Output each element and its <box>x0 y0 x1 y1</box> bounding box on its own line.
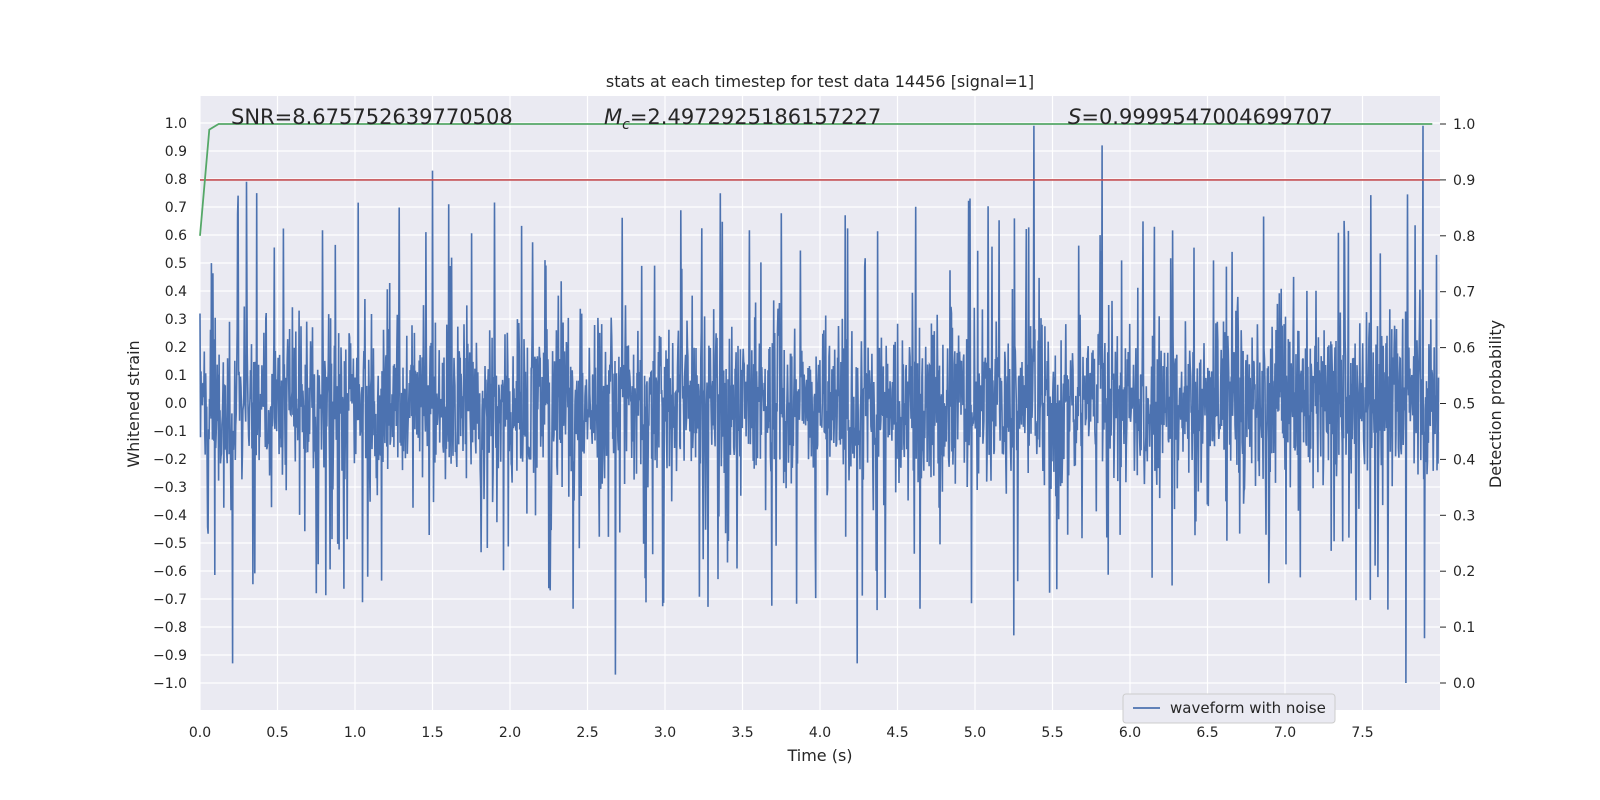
y2-tick-label: 0.1 <box>1453 620 1475 636</box>
y-tick-label: −0.1 <box>153 424 187 440</box>
y-tick-label: −0.6 <box>153 564 187 580</box>
detection-probability-line <box>199 123 1433 236</box>
y-tick-label: 0.9 <box>165 144 187 160</box>
x-tick-label: 3.0 <box>654 725 676 741</box>
y-tick-label: −1.0 <box>153 676 187 692</box>
y2-tick-label: 0.3 <box>1453 508 1475 524</box>
legend: waveform with noise <box>1122 693 1336 724</box>
x-tick-label: 7.5 <box>1351 725 1373 741</box>
y-tick-label: 1.0 <box>165 116 187 132</box>
score-symbol: S <box>1068 105 1081 129</box>
waveform-series <box>199 125 1440 684</box>
chirp-mass-value: =2.4972925186157227 <box>630 105 881 129</box>
y2-tick-label: 0.2 <box>1453 564 1475 580</box>
x-tick-label: 7.0 <box>1274 725 1296 741</box>
x-tick-label: 0.5 <box>266 725 288 741</box>
waveform-line <box>199 125 1440 684</box>
y-tick-label: 0.5 <box>165 256 187 272</box>
overlay-series <box>199 123 1440 236</box>
y-tick-label: −0.3 <box>153 480 187 496</box>
y-tick-label: 0.8 <box>165 172 187 188</box>
x-tick-label: 1.5 <box>421 725 443 741</box>
y-tick-label: 0.6 <box>165 228 187 244</box>
score-value: =0.9999547004699707 <box>1081 105 1332 129</box>
y2-tick-label: 0.7 <box>1453 285 1475 301</box>
ticks: 0.0 0.5 1.0 1.5 2.0 2.5 3.0 3.5 4.0 4.5 5.0 5.5 6.0 6… <box>153 116 1475 741</box>
y2-tick-label: 1.0 <box>1453 117 1475 133</box>
y-tick-label: 0.0 <box>165 396 187 412</box>
x-tick-label: 5.5 <box>1041 725 1063 741</box>
x-axis-label: Time (s) <box>786 746 852 765</box>
y2-tick-label: 0.8 <box>1453 229 1475 245</box>
x-tick-label: 1.0 <box>344 725 366 741</box>
legend-label: waveform with noise <box>1170 699 1326 717</box>
y2-tick-label: 0.6 <box>1453 341 1475 357</box>
y-tick-label: 0.7 <box>165 200 187 216</box>
x-tick-label: 2.5 <box>576 725 598 741</box>
y2-tick-label: 0.0 <box>1453 676 1475 692</box>
y2-tick-label: 0.4 <box>1453 452 1475 468</box>
y-tick-label: 0.1 <box>165 368 187 384</box>
y-tick-label: −0.9 <box>153 648 187 664</box>
y-tick-label: 0.3 <box>165 312 187 328</box>
chirp-mass-annotation: Mc=2.4972925186157227 <box>604 105 881 133</box>
y2-tick-label: 0.9 <box>1453 173 1475 189</box>
legend-box <box>1122 693 1336 724</box>
y-tick-label: −0.4 <box>153 508 187 524</box>
x-tick-label: 3.5 <box>731 725 753 741</box>
x-tick-label: 6.0 <box>1119 725 1141 741</box>
x-tick-label: 2.0 <box>499 725 521 741</box>
x-tick-label: 5.0 <box>964 725 986 741</box>
y-axis-label: Whitened strain <box>124 340 143 467</box>
y2-tick-label: 0.5 <box>1453 397 1475 413</box>
y-tick-label: 0.4 <box>165 284 187 300</box>
chirp-mass-symbol: M <box>604 105 622 129</box>
score-annotation: S=0.9999547004699707 <box>1068 105 1333 129</box>
snr-annotation: SNR=8.675752639770508 <box>231 105 513 129</box>
x-tick-label: 4.0 <box>809 725 831 741</box>
y-tick-label: −0.2 <box>153 452 187 468</box>
y2-axis-label: Detection probability <box>1486 320 1505 488</box>
x-tick-label: 4.5 <box>886 725 908 741</box>
y-tick-label: −0.8 <box>153 620 187 636</box>
y-tick-label: −0.7 <box>153 592 187 608</box>
x-tick-label: 0.0 <box>189 725 211 741</box>
x-tick-label: 6.5 <box>1196 725 1218 741</box>
chirp-mass-subscript: c <box>622 117 630 133</box>
chart-title: stats at each timestep for test data 144… <box>606 72 1034 91</box>
y-tick-label: −0.5 <box>153 536 187 552</box>
y-tick-label: 0.2 <box>165 340 187 356</box>
